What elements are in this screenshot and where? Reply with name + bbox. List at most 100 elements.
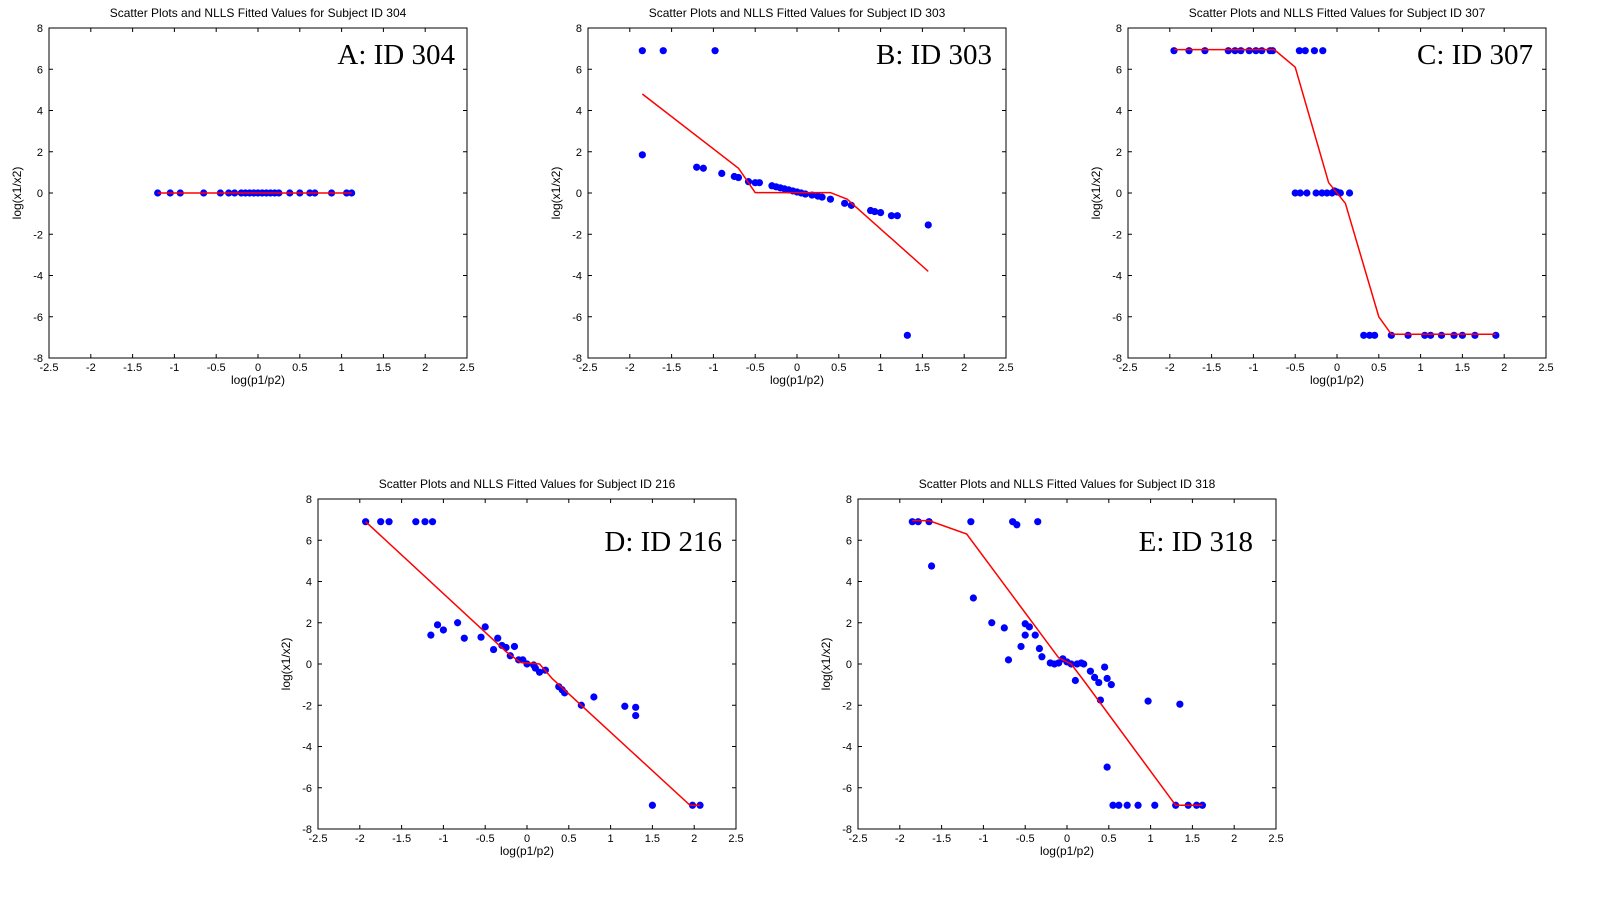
data-point (621, 702, 629, 710)
data-point (877, 208, 885, 217)
data-point (1295, 47, 1303, 55)
y-tick-label: 2 (846, 618, 852, 630)
x-tick-label: -1 (439, 833, 449, 845)
data-point (1360, 331, 1368, 339)
x-tick-label: 2 (422, 362, 428, 374)
data-point (1176, 700, 1184, 708)
data-point (1345, 189, 1354, 197)
data-point (969, 594, 977, 602)
x-tick-label: 1 (1418, 362, 1424, 374)
y-tick-label: 0 (306, 659, 312, 671)
data-point (1237, 47, 1245, 55)
x-tick-label: 1.5 (1185, 833, 1200, 845)
fitted-line (365, 521, 701, 807)
panel-label: C: ID 307 (1417, 39, 1533, 71)
data-point (755, 179, 763, 187)
x-tick-label: 1 (1148, 833, 1154, 845)
x-tick-label: 1.5 (915, 362, 930, 374)
y-tick-label: 8 (37, 23, 43, 35)
data-point (1123, 801, 1131, 809)
data-point (1185, 47, 1193, 55)
data-point (1427, 331, 1435, 339)
x-axis-label: log(p1/p2) (770, 373, 824, 387)
y-tick-label: 6 (1116, 64, 1122, 76)
y-tick-label: -4 (302, 742, 312, 754)
x-tick-label: -1 (170, 362, 180, 374)
data-point (1312, 189, 1320, 197)
y-axis-label: log(x1/x2) (819, 638, 833, 691)
data-point (1387, 331, 1395, 339)
x-tick-label: 1 (339, 362, 345, 374)
x-tick-label: 2 (961, 362, 967, 374)
data-point (1035, 644, 1044, 653)
y-tick-label: -8 (572, 353, 582, 365)
data-point (801, 190, 809, 198)
x-tick-label: 1.5 (645, 833, 660, 845)
data-point (1245, 47, 1253, 55)
data-point (1101, 663, 1109, 671)
y-tick-label: -4 (842, 742, 852, 754)
y-tick-label: 6 (37, 64, 43, 76)
data-point (1134, 801, 1142, 809)
x-tick-label: 0 (1334, 362, 1340, 374)
data-point (699, 164, 707, 172)
y-tick-label: -2 (302, 700, 312, 712)
y-tick-label: -4 (33, 271, 43, 283)
panel-label: A: ID 304 (337, 39, 455, 71)
y-tick-label: 2 (306, 618, 312, 630)
data-point (632, 711, 640, 720)
y-tick-label: 2 (37, 147, 43, 159)
data-point (1151, 801, 1159, 809)
data-point (1034, 518, 1042, 526)
y-tick-label: 2 (1116, 147, 1122, 159)
x-tick-label: 0.5 (292, 362, 307, 374)
y-tick-label: -4 (572, 271, 582, 283)
x-tick-label: -2 (1165, 362, 1175, 374)
y-tick-label: 8 (846, 494, 852, 506)
data-point (1310, 47, 1319, 55)
data-point (887, 212, 896, 220)
x-tick-label: -0.5 (476, 833, 495, 845)
y-tick-label: 6 (306, 535, 312, 547)
x-tick-label: 2 (691, 833, 697, 845)
data-point (1086, 667, 1095, 675)
data-point (734, 173, 743, 182)
y-tick-label: -8 (33, 353, 43, 365)
x-tick-label: 2.5 (1268, 833, 1283, 845)
data-point (908, 518, 916, 526)
data-point (1071, 676, 1079, 685)
data-point (1303, 189, 1311, 197)
data-point (659, 47, 667, 55)
data-point (454, 619, 462, 627)
data-point (1301, 47, 1309, 55)
chart-panel-5: Scatter Plots and NLLS Fitted Values for… (819, 477, 1284, 858)
data-point (1107, 681, 1115, 689)
y-tick-label: -2 (842, 700, 852, 712)
data-point (988, 619, 996, 627)
x-tick-label: -1.5 (662, 362, 681, 374)
y-tick-label: -6 (842, 783, 852, 795)
data-point (1421, 331, 1429, 339)
data-point (924, 221, 932, 229)
data-point (477, 633, 485, 641)
x-tick-label: -2 (86, 362, 96, 374)
y-tick-label: -6 (302, 783, 312, 795)
x-axis-label: log(p1/p2) (231, 373, 285, 387)
x-tick-label: 0.5 (561, 833, 576, 845)
data-point (1170, 47, 1178, 55)
data-point (1323, 189, 1331, 197)
data-point (1201, 47, 1209, 55)
data-point (1269, 47, 1277, 55)
x-tick-label: 2.5 (728, 833, 743, 845)
panel-label: D: ID 216 (604, 526, 722, 558)
y-tick-label: 0 (576, 188, 582, 200)
y-tick-label: -6 (1112, 312, 1122, 324)
x-axis-label: log(p1/p2) (1310, 373, 1364, 387)
x-tick-label: 0.5 (1101, 833, 1116, 845)
y-tick-label: 8 (306, 494, 312, 506)
data-point (1109, 801, 1117, 809)
y-tick-label: 0 (1116, 188, 1122, 200)
x-tick-label: -1.5 (932, 833, 951, 845)
y-tick-label: 4 (306, 577, 312, 589)
